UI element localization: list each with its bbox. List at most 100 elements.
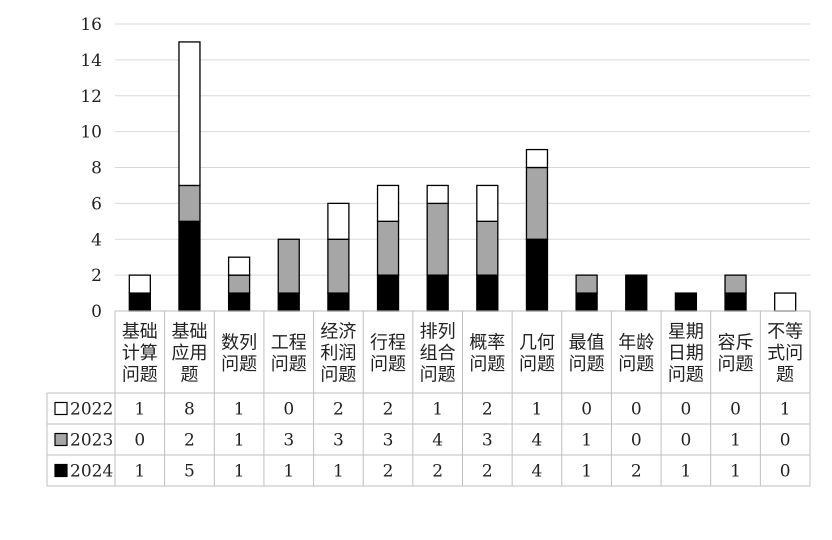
legend-key-2022 [54,401,68,416]
category-label: 年龄 [618,332,654,353]
category-label: 问题 [221,354,257,375]
bar-segment-2022 [426,184,449,205]
category-label: 最值 [569,332,605,353]
bar-segment-2023 [227,274,251,294]
series-name: 2022 [70,400,113,420]
data-value: 0 [581,400,592,420]
bar-segment-2023 [426,202,449,276]
category-label: 利润 [320,343,356,364]
category-label: 问题 [122,365,158,386]
data-value: 1 [234,400,245,420]
gridlines [115,23,810,312]
data-value: 1 [234,462,245,482]
bar-segment-2024 [426,274,449,312]
data-value: 2 [482,400,493,420]
category-label: 问题 [618,354,654,375]
y-tick-label: 2 [91,266,102,286]
data-value: 1 [730,462,741,482]
bar-segment-2024 [674,292,698,312]
bar-segment-2024 [376,274,400,312]
data-value: 2 [333,400,344,420]
category-label: 基础 [122,322,158,343]
y-tick-label: 14 [80,51,102,71]
data-value: 0 [730,400,741,420]
data-table: 基础计算问题基础应用题数列问题工程问题经济利润问题行程问题排列组合问题概率问题几… [46,310,811,487]
data-value: 1 [234,431,245,451]
data-value: 1 [432,400,443,420]
data-value: 0 [134,431,145,451]
data-value: 1 [134,462,145,482]
y-tick-label: 10 [80,123,102,143]
series-name: 2024 [70,462,113,482]
bar-segment-2022 [327,202,350,240]
category-label: 星期 [668,322,704,343]
bar-segment-2023 [327,238,350,294]
data-value: 0 [631,400,642,420]
category-label: 行程 [370,332,406,353]
data-value: 4 [432,431,443,451]
data-value: 1 [581,431,592,451]
category-label: 问题 [320,365,356,386]
category-label: 排列 [420,322,456,343]
bar-segment-2024 [227,292,251,312]
data-value: 4 [532,462,543,482]
category-label: 日期 [668,343,704,364]
category-label: 组合 [420,343,456,364]
category-label: 几何 [519,332,555,353]
bar-segment-2023 [476,220,499,276]
data-value: 2 [482,462,493,482]
data-value: 0 [283,400,294,420]
bar-segment-2024 [525,238,549,312]
data-value: 0 [780,431,791,451]
data-value: 3 [283,431,294,451]
data-value: 1 [532,400,543,420]
data-value: 3 [482,431,493,451]
data-value: 3 [383,431,394,451]
series-name: 2023 [70,431,113,451]
data-value: 2 [432,462,443,482]
data-value: 8 [184,400,195,420]
category-label: 问题 [718,354,754,375]
category-label: 问题 [420,365,456,386]
category-label: 应用 [171,343,207,364]
bar-segment-2022 [525,148,549,169]
data-value: 0 [680,431,691,451]
y-tick-label: 8 [91,159,102,179]
legend-key-2023 [54,432,68,447]
y-tick-label: 12 [80,87,102,107]
bar-segment-2024 [128,292,151,312]
bar-segment-2022 [128,274,151,294]
bar-segment-2023 [178,184,201,222]
data-value: 0 [680,400,691,420]
y-tick-label: 16 [80,15,102,35]
category-label: 概率 [469,332,505,353]
bar-segment-2022 [774,292,797,312]
data-value: 1 [780,400,791,420]
data-value: 1 [581,462,592,482]
bar-segment-2022 [227,256,251,276]
category-label: 问题 [519,354,555,375]
bar-segment-2024 [476,274,499,312]
bar-segment-2022 [178,41,201,187]
data-value: 0 [780,462,791,482]
category-label: 基础 [171,322,207,343]
data-value: 1 [134,400,145,420]
category-label: 问题 [370,354,406,375]
data-value: 5 [184,462,195,482]
category-label: 题 [180,365,198,386]
category-label: 不等 [767,322,803,343]
category-label: 工程 [271,332,307,353]
category-label: 问题 [469,354,505,375]
y-tick-label: 0 [91,302,102,322]
data-value: 3 [333,431,344,451]
data-value: 4 [532,431,543,451]
category-label: 经济 [320,322,356,343]
bar-segment-2022 [476,184,499,222]
data-value: 0 [631,431,642,451]
data-value: 1 [730,431,741,451]
y-tick-label: 6 [91,194,102,214]
bar-segment-2024 [277,292,300,312]
bar-segment-2024 [178,220,201,312]
